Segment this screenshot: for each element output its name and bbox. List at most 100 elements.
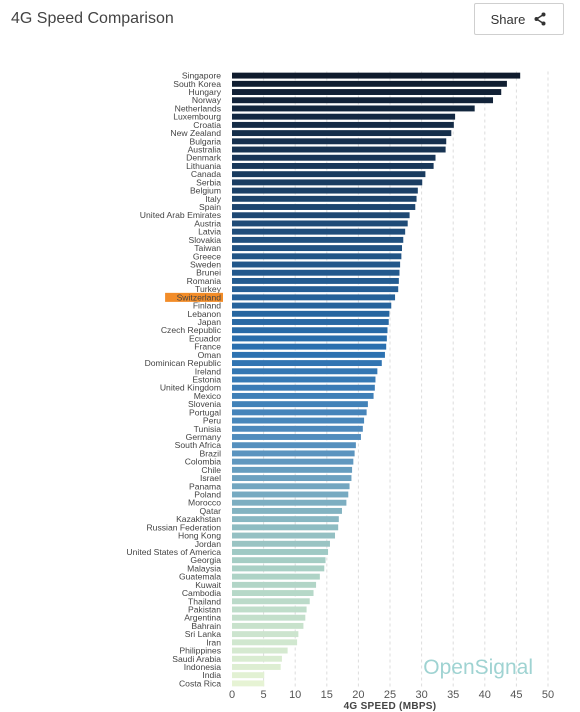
category-label: Saudi Arabia [172, 654, 221, 664]
category-label: Brunei [196, 268, 221, 278]
category-label: United States of America [126, 547, 221, 557]
category-label: Croatia [193, 120, 221, 130]
category-label: Iran [206, 637, 221, 647]
category-label: Cambodia [182, 588, 221, 598]
category-label: Sweden [190, 260, 221, 270]
category-label: Oman [198, 350, 222, 360]
bar [232, 425, 363, 432]
bar [232, 434, 361, 440]
bar [232, 187, 418, 194]
category-label: Italy [205, 194, 221, 204]
category-label: Romania [187, 276, 222, 286]
category-label: Norway [192, 95, 222, 105]
bar [232, 466, 353, 473]
share-button-label: Share [490, 11, 526, 27]
category-label: Austria [194, 218, 221, 228]
bar [232, 269, 400, 276]
bar [232, 475, 352, 482]
category-label: Kazakhstan [176, 514, 221, 524]
bar [232, 622, 304, 629]
category-label: Guatemala [179, 572, 221, 582]
bar [232, 360, 382, 367]
bar [232, 532, 336, 539]
bar [232, 327, 388, 334]
category-label: Colombia [185, 457, 222, 467]
bar [232, 376, 376, 383]
x-axis-label: 4G SPEED (MBPS) [344, 701, 437, 712]
category-label: Argentina [184, 613, 221, 623]
bar [232, 573, 320, 580]
bar [232, 606, 307, 613]
category-label: Tunisia [194, 424, 222, 434]
bar [232, 343, 387, 350]
category-label: Canada [191, 169, 221, 179]
x-tick-label: 50 [542, 689, 554, 701]
category-label: United Kingdom [160, 383, 221, 393]
category-label: Turkey [195, 284, 222, 294]
category-label: Lithuania [186, 161, 221, 171]
category-label: Finland [193, 301, 221, 311]
bar [232, 245, 403, 252]
x-tick-label: 45 [510, 689, 522, 701]
bar [232, 581, 317, 588]
bars [232, 72, 521, 687]
share-button[interactable]: Share [474, 3, 564, 35]
x-tick-label: 10 [289, 689, 301, 701]
bar [232, 204, 416, 210]
category-label: Malaysia [187, 563, 221, 573]
category-label: Estonia [192, 375, 221, 385]
bar [232, 450, 355, 457]
bar [232, 507, 342, 514]
page-title: 4G Speed Comparison [11, 10, 174, 27]
bar [232, 565, 325, 572]
category-label: Israel [200, 473, 221, 483]
category-label: Japan [198, 317, 222, 327]
category-label: Jordan [195, 539, 221, 549]
x-tick-label: 15 [321, 689, 333, 701]
x-tick-label: 0 [229, 689, 235, 701]
bar [232, 614, 306, 621]
category-label: Netherlands [175, 103, 221, 113]
bar [232, 631, 299, 638]
bar [232, 540, 330, 547]
bar [232, 590, 314, 597]
category-label: Slovakia [189, 235, 222, 245]
category-label: Portugal [189, 407, 221, 417]
category-label: Luxembourg [173, 112, 221, 122]
bar [232, 409, 367, 416]
category-label: Bulgaria [189, 136, 221, 146]
category-label: Czech Republic [161, 325, 222, 335]
bar [232, 253, 402, 260]
category-label: Brazil [200, 448, 222, 458]
bar [232, 524, 339, 531]
category-label: Poland [194, 489, 221, 499]
bar [232, 302, 392, 309]
bar [232, 655, 282, 662]
category-label: Switzerland [177, 292, 222, 302]
bar [232, 392, 374, 399]
bar [232, 171, 426, 178]
category-label: Serbia [196, 177, 221, 187]
x-tick-label: 40 [479, 689, 491, 701]
bar [232, 89, 502, 95]
bar [232, 97, 494, 104]
share-icon [534, 12, 546, 26]
category-label: Peru [203, 416, 221, 426]
category-label: South Africa [175, 440, 222, 450]
bar [232, 368, 378, 375]
category-label: Qatar [200, 506, 222, 516]
bar [232, 417, 365, 424]
bar [232, 113, 456, 120]
category-label: Panama [189, 481, 221, 491]
category-label: Indonesia [184, 662, 221, 672]
bar [232, 557, 326, 564]
category-label: Mexico [194, 391, 221, 401]
category-label: Taiwan [194, 243, 221, 253]
bar [232, 647, 288, 654]
bar [232, 146, 446, 153]
bar [232, 212, 410, 219]
category-label: Slovenia [188, 399, 221, 409]
category-label: Costa Rica [179, 678, 221, 688]
